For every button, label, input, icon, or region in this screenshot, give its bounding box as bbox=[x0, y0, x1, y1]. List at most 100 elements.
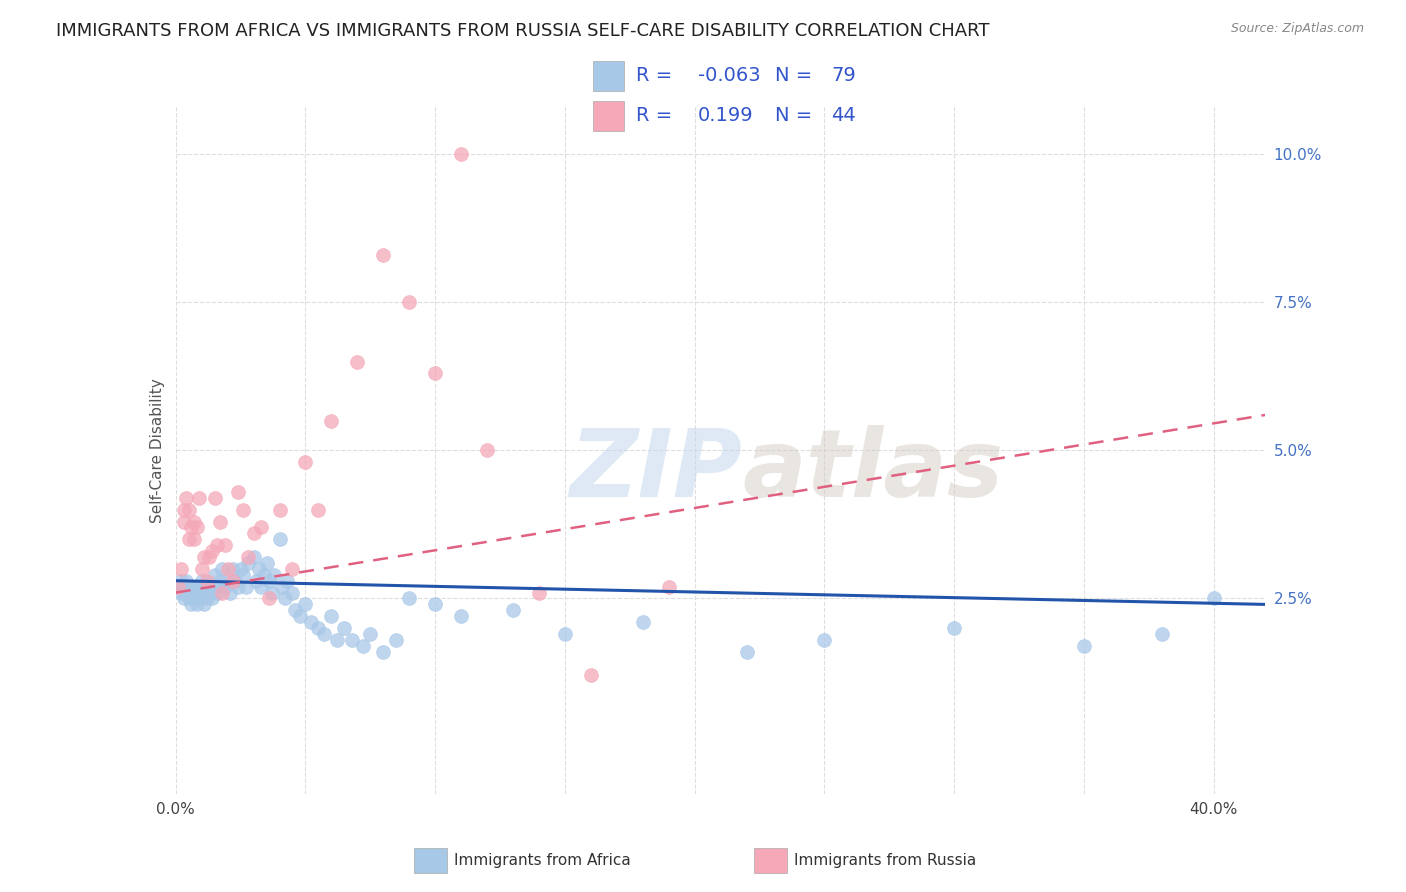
Text: Source: ZipAtlas.com: Source: ZipAtlas.com bbox=[1230, 22, 1364, 36]
Point bbox=[177, 533, 200, 547]
Point bbox=[245, 574, 267, 588]
Point bbox=[269, 502, 291, 516]
Point bbox=[193, 549, 215, 564]
Point bbox=[180, 598, 202, 612]
Text: R =: R = bbox=[636, 106, 672, 125]
Point bbox=[167, 580, 190, 594]
Point bbox=[170, 562, 193, 576]
Point bbox=[222, 562, 245, 576]
Point bbox=[214, 580, 236, 594]
Point bbox=[425, 598, 447, 612]
Point bbox=[294, 598, 316, 612]
Point bbox=[224, 574, 246, 588]
Text: 0.199: 0.199 bbox=[697, 106, 754, 125]
Point bbox=[385, 632, 408, 647]
Bar bbox=[593, 62, 624, 91]
Point bbox=[1073, 639, 1095, 653]
Point bbox=[167, 580, 190, 594]
Point bbox=[242, 549, 264, 564]
Point bbox=[222, 574, 245, 588]
Point bbox=[198, 585, 221, 599]
Point bbox=[173, 580, 195, 594]
Bar bbox=[754, 848, 786, 873]
Point bbox=[195, 591, 218, 606]
Point bbox=[219, 585, 242, 599]
Point bbox=[183, 591, 205, 606]
Text: 79: 79 bbox=[831, 67, 856, 86]
Point bbox=[325, 632, 347, 647]
Point bbox=[321, 609, 343, 624]
Text: N =: N = bbox=[775, 67, 813, 86]
Point bbox=[211, 562, 233, 576]
Point bbox=[238, 556, 260, 570]
Point bbox=[186, 598, 208, 612]
Point bbox=[943, 621, 966, 635]
Point bbox=[204, 567, 226, 582]
Point bbox=[281, 562, 304, 576]
Point bbox=[180, 585, 202, 599]
Point bbox=[232, 567, 254, 582]
Point bbox=[208, 515, 231, 529]
Point bbox=[260, 585, 283, 599]
Point bbox=[502, 603, 524, 617]
Point bbox=[274, 591, 297, 606]
Point bbox=[340, 632, 363, 647]
Point bbox=[247, 562, 270, 576]
Point bbox=[195, 580, 218, 594]
Point bbox=[183, 580, 205, 594]
Point bbox=[207, 538, 229, 552]
Point bbox=[299, 615, 322, 630]
Bar bbox=[593, 101, 624, 130]
Point bbox=[177, 502, 200, 516]
Point bbox=[631, 615, 654, 630]
Text: Immigrants from Africa: Immigrants from Africa bbox=[454, 854, 631, 868]
Point bbox=[174, 574, 197, 588]
Point bbox=[373, 645, 395, 659]
Point bbox=[188, 491, 211, 505]
Point bbox=[425, 367, 447, 381]
Text: R =: R = bbox=[636, 67, 672, 86]
Point bbox=[177, 580, 200, 594]
Point bbox=[235, 580, 257, 594]
Point bbox=[217, 574, 239, 588]
Point bbox=[281, 585, 304, 599]
Point bbox=[183, 515, 205, 529]
Point bbox=[173, 591, 195, 606]
Point bbox=[312, 627, 335, 641]
Point bbox=[204, 580, 226, 594]
Point bbox=[527, 585, 550, 599]
Point bbox=[735, 645, 758, 659]
Point bbox=[352, 639, 374, 653]
Point bbox=[177, 591, 200, 606]
Point bbox=[217, 562, 239, 576]
Point bbox=[290, 609, 312, 624]
Point bbox=[174, 585, 197, 599]
Point bbox=[190, 574, 212, 588]
Point bbox=[201, 591, 224, 606]
Text: 44: 44 bbox=[831, 106, 856, 125]
Point bbox=[180, 520, 202, 534]
Point bbox=[183, 533, 205, 547]
Point bbox=[346, 354, 368, 368]
Point bbox=[211, 585, 233, 599]
Point bbox=[201, 544, 224, 558]
Point bbox=[186, 520, 208, 534]
Point bbox=[263, 567, 285, 582]
Point bbox=[250, 520, 273, 534]
Point bbox=[232, 502, 254, 516]
Text: atlas: atlas bbox=[742, 425, 1004, 517]
Point bbox=[321, 414, 343, 428]
Text: N =: N = bbox=[775, 106, 813, 125]
Point bbox=[204, 491, 226, 505]
Point bbox=[173, 515, 195, 529]
Point bbox=[333, 621, 356, 635]
Point bbox=[250, 580, 273, 594]
Point bbox=[271, 580, 294, 594]
Point bbox=[198, 549, 221, 564]
Point bbox=[208, 574, 231, 588]
Point bbox=[269, 533, 291, 547]
Point bbox=[294, 455, 316, 469]
Point bbox=[170, 574, 193, 588]
Point bbox=[813, 632, 835, 647]
Point bbox=[226, 484, 249, 499]
